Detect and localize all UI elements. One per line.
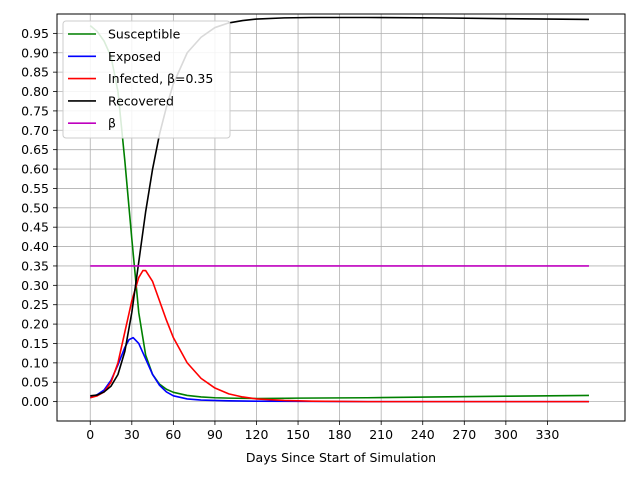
y-tick-label: 0.50	[21, 200, 49, 215]
x-tick-label: 240	[411, 427, 435, 442]
legend-label: Infected, β=0.35	[108, 71, 213, 86]
y-axis: 0.00 0.05 0.10 0.15 0.20 0.25 0.30 0.35 0.40 0.45…	[21, 26, 57, 409]
y-tick-label: 0.85	[21, 65, 49, 80]
plot-frame	[56, 13, 626, 422]
y-tick-label: 0.15	[21, 336, 49, 351]
x-tick-label: 90	[207, 427, 223, 442]
x-axis: 0 30 60 90 120 150 180 210 240 270 300 330	[86, 421, 559, 442]
x-tick-label: 0	[86, 427, 94, 442]
x-tick-label: 180	[328, 427, 352, 442]
legend-label: Exposed	[108, 49, 161, 64]
x-tick-label: 150	[286, 427, 310, 442]
y-tick-label: 0.60	[21, 162, 49, 177]
legend-label: Recovered	[108, 93, 174, 108]
y-tick-label: 0.55	[21, 181, 49, 196]
y-tick-label: 0.80	[21, 84, 49, 99]
grid	[57, 14, 625, 421]
y-tick-label: 0.35	[21, 258, 49, 273]
x-tick-label: 120	[245, 427, 269, 442]
y-tick-label: 0.70	[21, 123, 49, 138]
x-tick-label: 210	[369, 427, 393, 442]
y-tick-label: 0.95	[21, 26, 49, 41]
x-tick-label: 300	[494, 427, 518, 442]
x-tick-label: 30	[124, 427, 140, 442]
y-tick-label: 0.25	[21, 297, 49, 312]
x-tick-label: 270	[452, 427, 476, 442]
y-tick-label: 0.45	[21, 220, 49, 235]
y-tick-label: 0.05	[21, 375, 49, 390]
y-tick-label: 0.10	[21, 355, 49, 370]
legend-label: β	[108, 116, 116, 131]
y-tick-label: 0.65	[21, 142, 49, 157]
x-axis-title: Days Since Start of Simulation	[246, 450, 436, 465]
y-tick-label: 0.20	[21, 317, 49, 332]
series-line-2	[90, 269, 589, 403]
legend: Susceptible Exposed Infected, β=0.35 Recove…	[62, 20, 231, 139]
y-tick-label: 0.40	[21, 239, 49, 254]
x-tick-label: 60	[165, 427, 181, 442]
y-tick-label: 0.00	[21, 394, 49, 409]
legend-label: Susceptible	[108, 27, 181, 42]
y-tick-label: 0.75	[21, 103, 49, 118]
legend-box	[62, 20, 231, 139]
x-tick-label: 330	[535, 427, 559, 442]
y-tick-label: 0.30	[21, 278, 49, 293]
y-tick-label: 0.90	[21, 45, 49, 60]
